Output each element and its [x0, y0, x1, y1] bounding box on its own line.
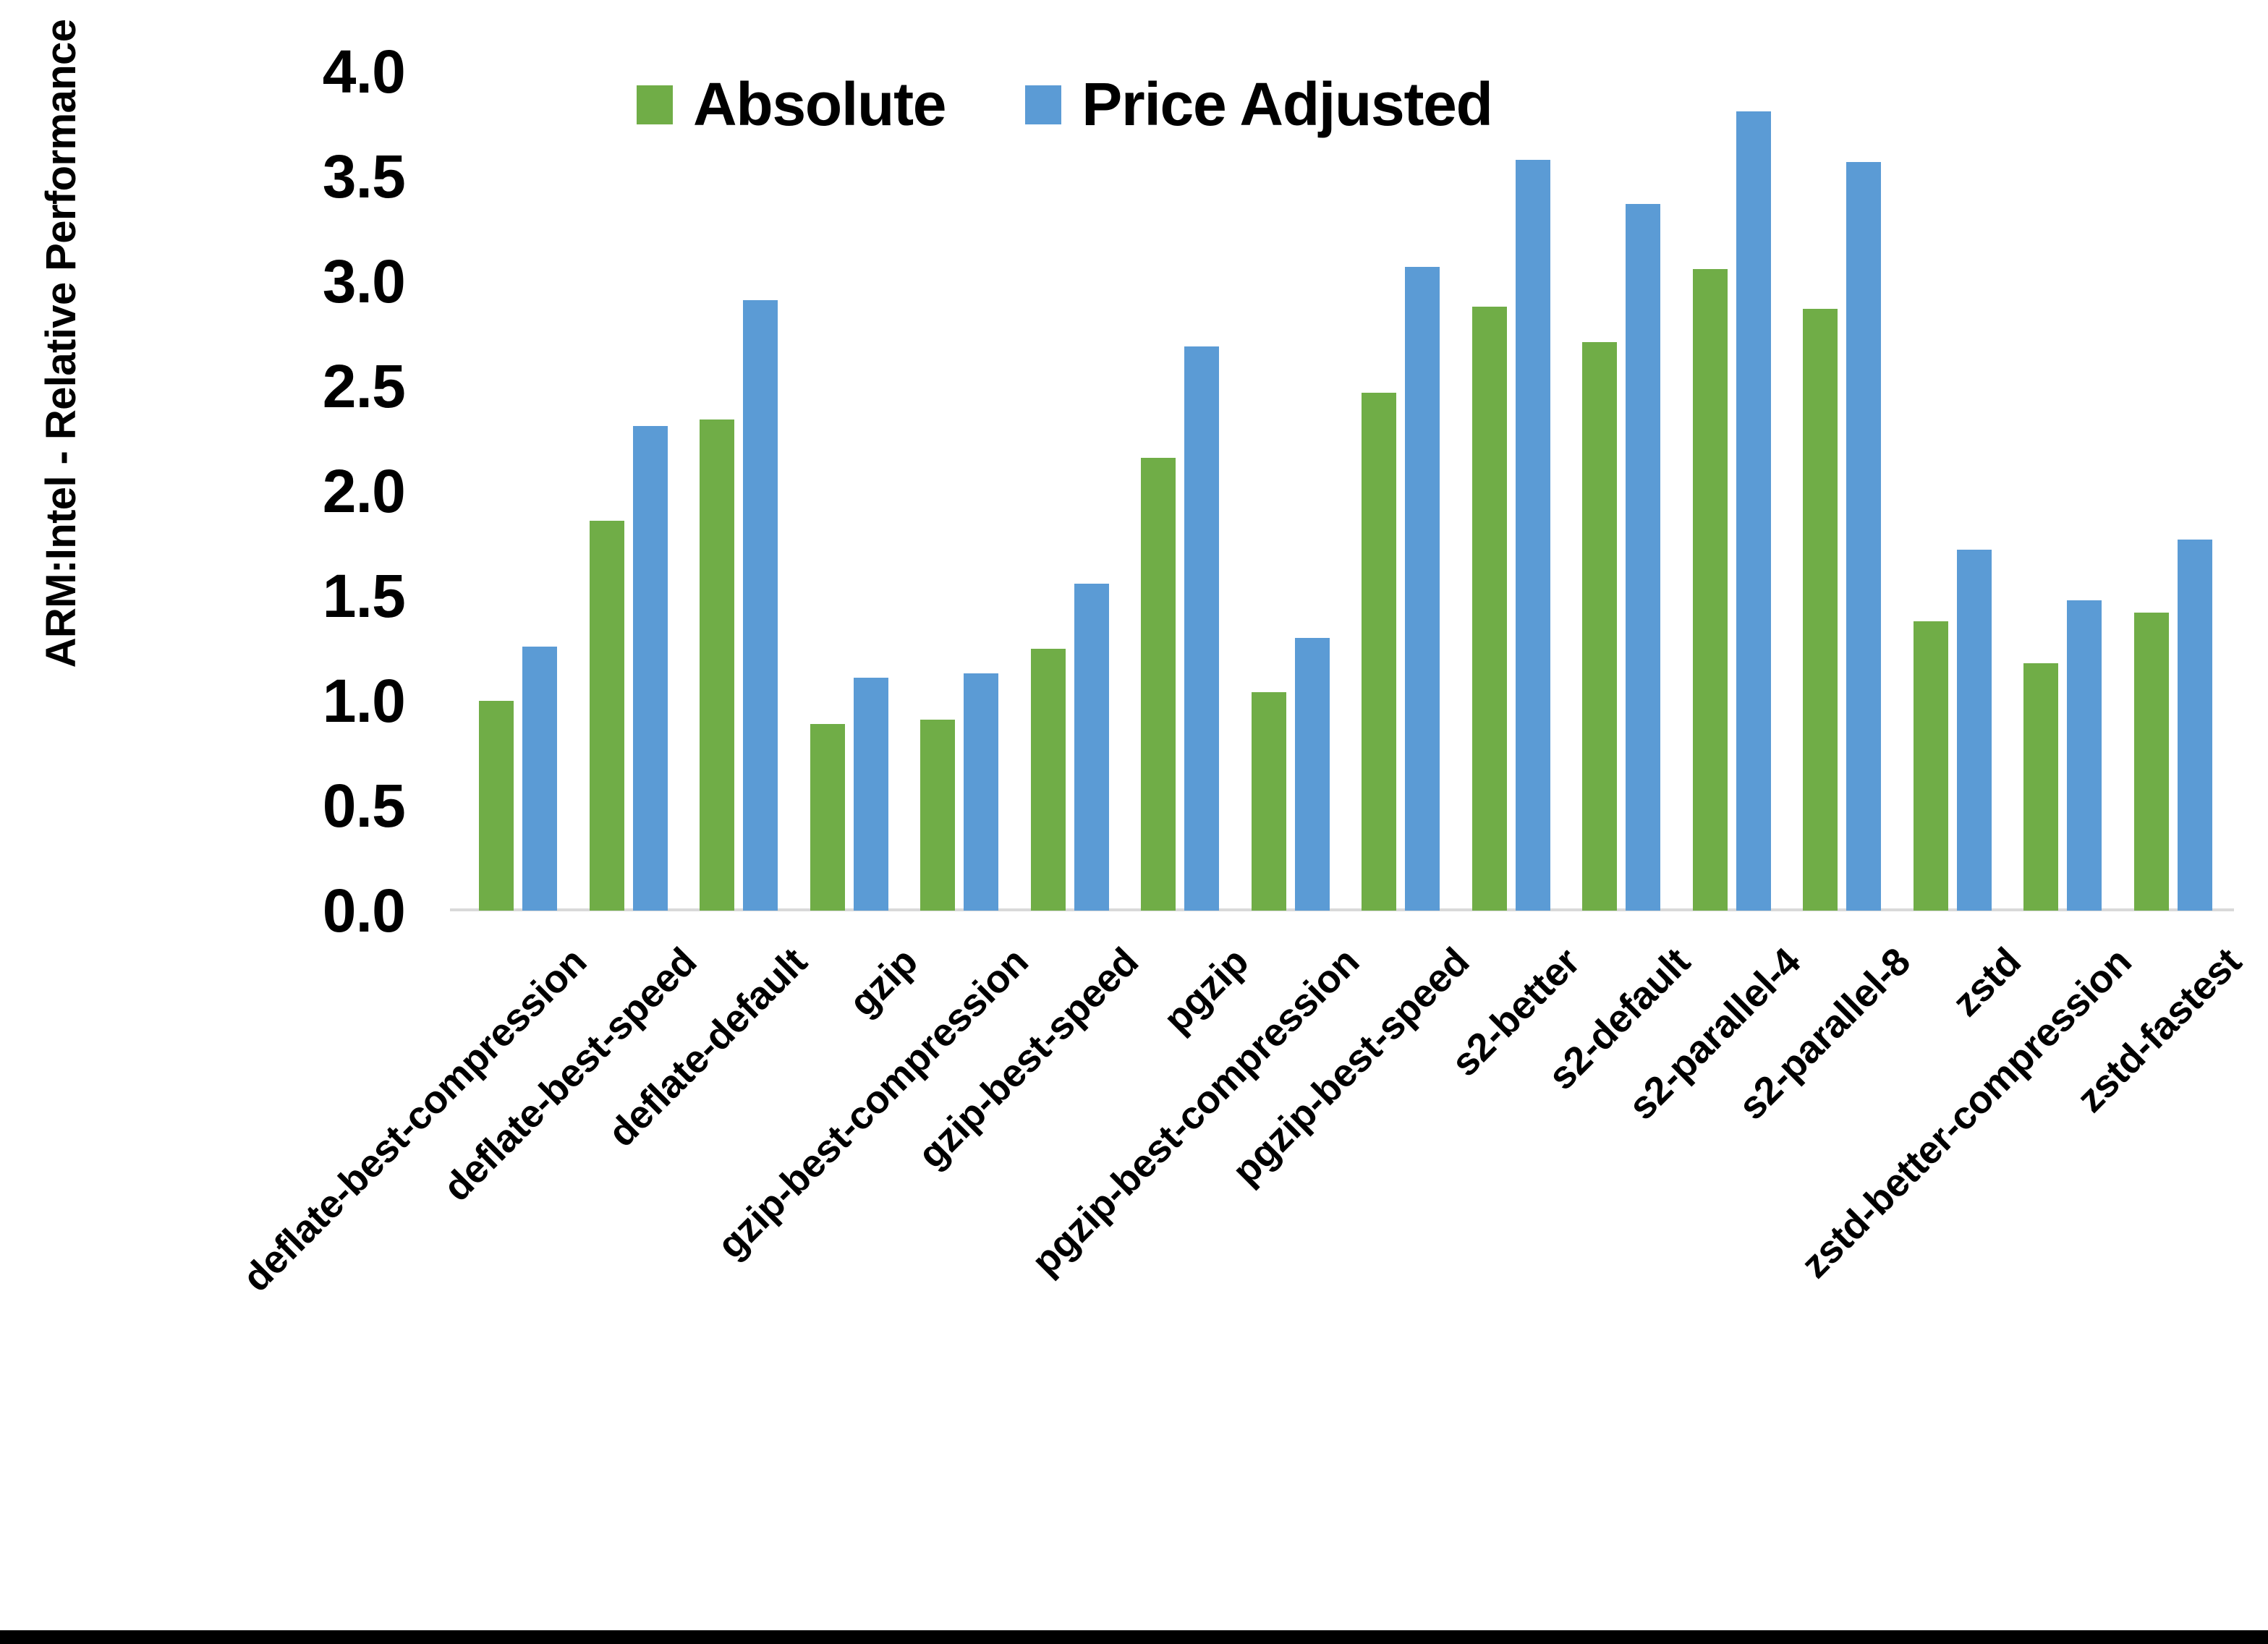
plot-area — [463, 0, 2228, 911]
bar-price-adjusted-zstd-fastest — [2177, 539, 2212, 911]
bar-absolute-gzip — [810, 723, 845, 911]
bar-price-adjusted-gzip — [853, 678, 888, 911]
legend-swatch-absolute-icon — [637, 85, 673, 124]
bar-absolute-pgzip — [1141, 457, 1176, 911]
y-tick-label-2.5: 2.5 — [322, 352, 406, 420]
x-axis-line — [450, 908, 2234, 911]
legend: Absolute Price Adjusted — [637, 69, 1493, 140]
y-axis-title: ARM:Intel - Relative Performance — [38, 19, 85, 668]
bar-price-adjusted-s2-parallel-4 — [1736, 111, 1771, 911]
x-tick-label-deflate-default: deflate-default — [600, 940, 816, 1156]
bar-price-adjusted-deflate-best-speed — [632, 426, 668, 911]
x-tick-label-zstd: zstd — [1944, 940, 2029, 1025]
bar-absolute-s2-parallel-4 — [1692, 268, 1728, 911]
x-tick-label-pgzip: pgzip — [1155, 940, 1257, 1042]
bar-price-adjusted-s2-better — [1515, 159, 1550, 911]
bar-absolute-zstd — [1913, 621, 1948, 911]
y-tick-label-1.5: 1.5 — [322, 562, 406, 630]
legend-item-absolute: Absolute — [637, 69, 947, 140]
bar-absolute-deflate-best-speed — [589, 520, 624, 911]
bar-absolute-s2-parallel-8 — [1803, 308, 1838, 911]
bar-absolute-pgzip-best-speed — [1362, 392, 1397, 911]
x-axis-tick-labels: deflate-best-compression deflate-best-spe… — [0, 939, 2268, 1590]
bar-price-adjusted-pgzip-best-compression — [1294, 638, 1330, 911]
bar-price-adjusted-zstd-better-compression — [2067, 600, 2102, 911]
bar-price-adjusted-s2-default — [1626, 203, 1661, 911]
bar-price-adjusted-s2-parallel-8 — [1846, 161, 1882, 911]
bar-price-adjusted-deflate-default — [743, 300, 778, 911]
legend-item-price-adjusted: Price Adjusted — [1025, 69, 1493, 140]
legend-label-price-adjusted: Price Adjusted — [1082, 70, 1493, 138]
bar-price-adjusted-deflate-best-compression — [522, 646, 558, 911]
y-tick-label-1.0: 1.0 — [322, 667, 406, 735]
bottom-border — [0, 1630, 2268, 1644]
bar-absolute-deflate-best-compression — [479, 701, 514, 911]
bar-price-adjusted-zstd — [1956, 550, 1992, 911]
bar-absolute-pgzip-best-compression — [1251, 692, 1286, 911]
legend-label-absolute: Absolute — [693, 70, 947, 138]
bar-price-adjusted-gzip-best-speed — [1074, 583, 1109, 911]
bar-absolute-s2-default — [1582, 342, 1618, 911]
bar-price-adjusted-pgzip-best-speed — [1405, 266, 1440, 911]
bar-absolute-zstd-better-compression — [2023, 663, 2059, 911]
y-tick-label-3.0: 3.0 — [322, 247, 406, 315]
bar-price-adjusted-pgzip — [1184, 346, 1220, 911]
y-tick-label-3.5: 3.5 — [322, 142, 406, 210]
y-tick-label-4.0: 4.0 — [322, 38, 406, 106]
y-tick-label-2.0: 2.0 — [322, 457, 406, 525]
bar-absolute-deflate-default — [700, 419, 735, 911]
bar-absolute-gzip-best-speed — [1030, 648, 1066, 911]
bar-price-adjusted-gzip-best-compression — [964, 673, 999, 911]
x-tick-label-gzip: gzip — [841, 940, 926, 1025]
bar-absolute-gzip-best-compression — [920, 720, 956, 911]
y-tick-label-0.5: 0.5 — [322, 772, 406, 840]
y-tick-label-0.0: 0.0 — [322, 877, 406, 945]
legend-swatch-price-adjusted-icon — [1025, 85, 1062, 124]
bar-absolute-zstd-fastest — [2133, 613, 2169, 911]
bar-absolute-s2-better — [1471, 306, 1507, 911]
